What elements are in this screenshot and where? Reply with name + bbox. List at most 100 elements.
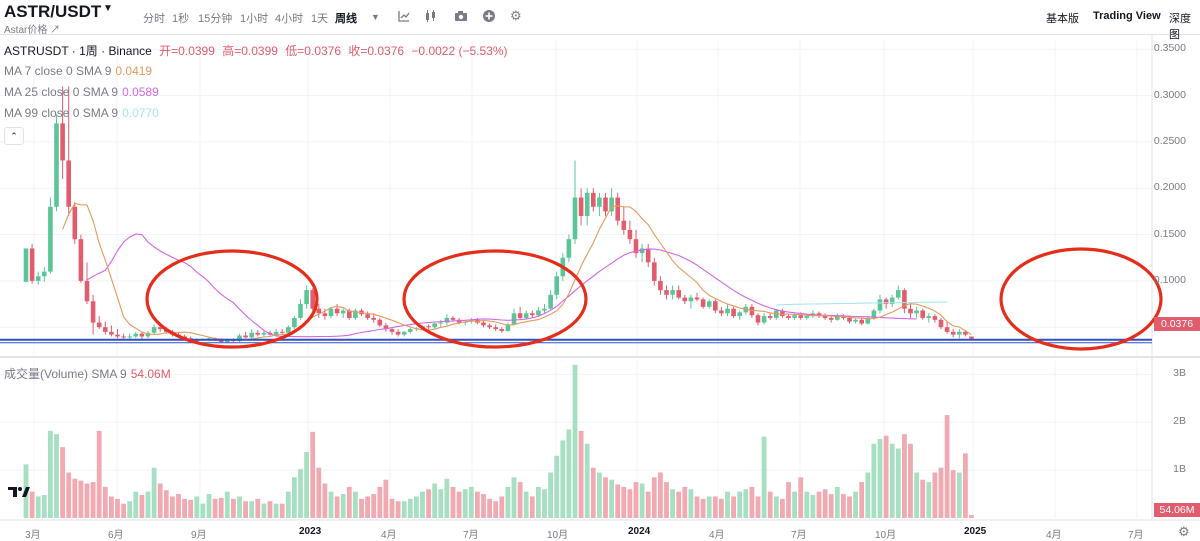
volume-bar [35, 496, 41, 518]
candles-icon[interactable] [424, 9, 440, 23]
candle-body [237, 335, 242, 342]
volume-bar [523, 491, 529, 518]
volume-bar [243, 501, 248, 518]
volume-bar [725, 491, 730, 518]
volume-bar [841, 494, 846, 518]
volume-tick-label: 3B [1173, 367, 1186, 380]
candle-body [835, 316, 840, 320]
price-tick-label: 0.3500 [1153, 42, 1186, 55]
symbol-caret-icon[interactable]: ▼ [103, 3, 113, 14]
volume-bar [658, 472, 663, 518]
candle-body [127, 336, 132, 338]
volume-bar [786, 482, 791, 518]
tf-fenshi[interactable]: 分时 [143, 13, 165, 25]
volume-bar [670, 489, 675, 518]
last-volume-tag: 54.06M [1154, 503, 1200, 517]
volume-bar [877, 439, 883, 518]
volume-bar [145, 491, 151, 518]
candle-body [828, 317, 834, 320]
drawing-tool-icon[interactable] [398, 10, 410, 22]
candle-body [859, 319, 864, 324]
candle-body [938, 319, 944, 328]
chart-settings-icon[interactable]: ⚙ [1178, 524, 1190, 539]
candle-body [780, 310, 785, 317]
time-tick-label: 7月 [463, 530, 479, 541]
candle-body [511, 313, 517, 325]
volume-bar [102, 486, 108, 518]
timeframe-dropdown-icon[interactable]: ▼ [371, 12, 380, 22]
candle-body [322, 313, 328, 317]
volume-bar [383, 479, 389, 518]
symbol-title[interactable]: ASTR/USDT [4, 2, 102, 21]
volume-bar [700, 498, 706, 518]
ma99-value: 0.0770 [122, 106, 159, 120]
tf-weekly[interactable]: 周线 [335, 13, 357, 25]
camera-icon[interactable] [454, 10, 468, 22]
time-tick-label: 3月 [25, 530, 41, 541]
volume-bar [54, 434, 59, 518]
candle-body [261, 332, 267, 335]
candle-body [304, 290, 309, 305]
volume-bar [798, 477, 804, 518]
volume-bar [96, 430, 102, 518]
candle-body [572, 197, 578, 240]
tradingview-link[interactable]: Trading View [1093, 10, 1161, 22]
candle-body [688, 297, 694, 302]
tf-4h[interactable]: 4小时 [275, 13, 304, 25]
symbol-subtitle[interactable]: Astar价格 ↗ [4, 25, 61, 36]
add-indicator-icon[interactable] [482, 9, 496, 23]
ohlc-prefix: ASTRUSDT · 1周 · Binance [4, 44, 152, 58]
candle-body [96, 322, 102, 328]
candle-body [798, 315, 803, 318]
grid-lines [0, 34, 1200, 521]
annotations [0, 247, 1163, 351]
volume-bar [157, 483, 163, 518]
volume-bar [676, 491, 682, 518]
volume-bar [48, 430, 53, 518]
settings-gear-icon[interactable]: ⚙ [510, 8, 522, 23]
candle-body [42, 271, 47, 277]
tf-1h[interactable]: 1小时 [240, 13, 269, 25]
candle-body [273, 331, 279, 335]
candle-body [853, 319, 858, 322]
volume-bar [853, 491, 858, 518]
candle-body [749, 306, 755, 316]
candle-body [353, 310, 358, 318]
depth-chart-link[interactable]: 深度图 [1169, 13, 1191, 41]
candle-body [902, 290, 907, 309]
volume-bar [310, 431, 316, 518]
tf-15m[interactable]: 15分钟 [198, 13, 233, 25]
candle-body [401, 331, 407, 335]
volume-bar [487, 498, 492, 518]
volume-bar [438, 489, 444, 518]
volume-bar [200, 503, 206, 518]
candle-body [133, 333, 139, 337]
candle-body [645, 248, 651, 263]
time-tick-label: 2025 [964, 526, 987, 537]
basic-view-link[interactable]: 基本版 [1046, 13, 1079, 25]
collapse-legend-icon[interactable]: ⌃ [4, 127, 24, 145]
volume-bar [755, 496, 761, 518]
volume-legend[interactable]: 成交量(Volume) SMA 9 54.06M [4, 365, 171, 382]
ma25-legend[interactable]: MA 25 close 0 SMA 9 0.0589 [4, 85, 159, 99]
volume-bar [322, 483, 328, 518]
ma7-legend[interactable]: MA 7 close 0 SMA 9 0.0419 [4, 64, 152, 78]
candle-body [554, 276, 559, 295]
volume-bar [914, 472, 919, 518]
ma25-value: 0.0589 [122, 85, 159, 99]
candle-body [682, 297, 688, 302]
candle-body [963, 331, 968, 335]
moving-average-lines [62, 202, 972, 341]
time-tick-label: 6月 [108, 530, 124, 541]
ma99-legend[interactable]: MA 99 close 0 SMA 9 0.0770 [4, 106, 159, 120]
tf-1s[interactable]: 1秒 [172, 13, 190, 25]
time-tick-label: 7月 [1128, 530, 1144, 541]
volume-bar [304, 451, 309, 518]
time-tick-label: 10月 [547, 530, 569, 541]
candle-body [932, 316, 938, 320]
candle-body [54, 123, 59, 207]
volume-bar [822, 489, 828, 518]
tf-1d[interactable]: 1天 [311, 13, 329, 25]
candle-body [603, 197, 608, 212]
